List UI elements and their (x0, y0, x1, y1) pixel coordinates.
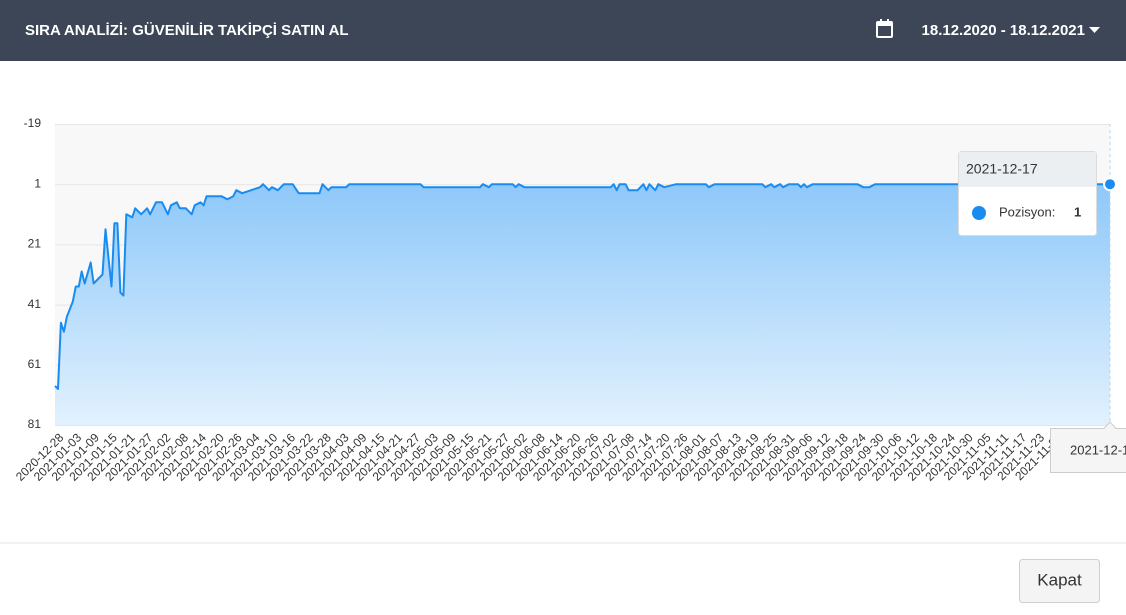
crosshair-label: 2021-12-17 (1050, 421, 1126, 473)
area (55, 184, 1110, 425)
dropdown-caret[interactable] (1089, 27, 1100, 33)
tooltip-swatch (972, 206, 986, 220)
tooltip-value: 1 (1074, 204, 1081, 219)
crosshair-label-text: 2021-12-17 (1070, 442, 1126, 457)
y-tick-label: 41 (28, 297, 42, 311)
chart: -191214161812020-12-282021-01-032021-01-… (13, 116, 1126, 484)
close-button[interactable] (1019, 559, 1100, 603)
y-tick-label: -19 (24, 116, 42, 130)
tooltip-label: Pozisyon: (999, 204, 1055, 219)
hover-marker (1103, 177, 1117, 192)
calendar-icon (876, 19, 893, 38)
tooltip: 2021-12-17 Pozisyon: 1 (958, 151, 1097, 236)
y-tick-label: 1 (34, 176, 41, 190)
modal-title: SIRA ANALİZİ: GÜVENİLİR TAKİPÇİ SATIN AL (25, 22, 349, 39)
line (54, 183, 1110, 390)
tooltip-header (959, 152, 1096, 187)
y-tick-label: 81 (28, 417, 42, 431)
y-tick-label: 61 (28, 357, 42, 371)
crosshair-label-box (1050, 421, 1126, 473)
modal-header (0, 0, 1126, 61)
close-button-label[interactable]: Kapat (1037, 570, 1082, 589)
y-tick-label: 21 (28, 237, 42, 251)
date-range[interactable]: 18.12.2020 - 18.12.2021 (922, 22, 1085, 39)
tooltip-title: 2021-12-17 (966, 161, 1038, 177)
